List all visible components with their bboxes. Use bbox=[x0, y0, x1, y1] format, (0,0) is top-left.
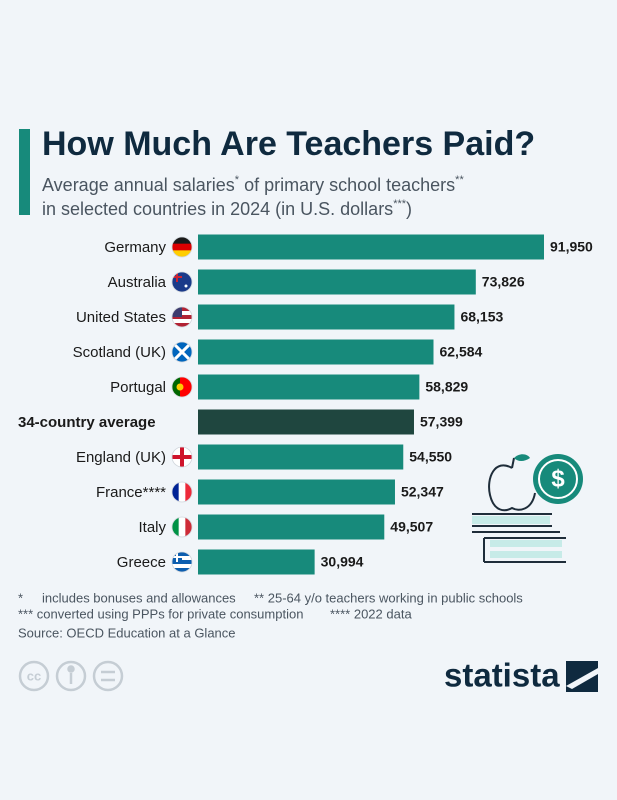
subtitle-text: Average annual salaries bbox=[42, 175, 235, 195]
value-label: 30,994 bbox=[321, 554, 364, 570]
footnote: ** 25-64 y/o teachers working in public … bbox=[254, 590, 523, 605]
flag-part bbox=[185, 482, 192, 502]
value-label: 91,950 bbox=[550, 239, 593, 255]
flag-outline bbox=[171, 236, 193, 258]
subtitle-text: ) bbox=[406, 199, 412, 219]
bar bbox=[198, 339, 434, 365]
flag-part bbox=[184, 377, 189, 397]
flag-part bbox=[172, 307, 182, 317]
bar bbox=[198, 234, 544, 260]
flag-part bbox=[172, 447, 192, 467]
license-icons bbox=[18, 660, 124, 692]
flag-part bbox=[172, 315, 192, 320]
bar bbox=[198, 549, 315, 575]
category-label: Greece bbox=[117, 554, 166, 571]
flag-part bbox=[184, 284, 188, 288]
category-label: Portugal bbox=[110, 379, 166, 396]
flag-outline bbox=[171, 306, 193, 328]
illustration bbox=[472, 454, 583, 563]
flag-part bbox=[172, 482, 180, 502]
flag-outline bbox=[171, 481, 193, 503]
flag-part bbox=[172, 564, 192, 569]
subtitle-footnote-mark: ** bbox=[455, 174, 464, 186]
flag-part bbox=[176, 383, 184, 391]
value-label: 49,507 bbox=[390, 519, 433, 535]
bar bbox=[198, 269, 476, 295]
flag bbox=[172, 272, 192, 292]
footnote: includes bonuses and allowances bbox=[42, 590, 236, 605]
subtitle-footnote-mark: *** bbox=[393, 198, 407, 210]
value-label: 68,153 bbox=[460, 309, 503, 325]
source: Source: OECD Education at a Glance bbox=[18, 625, 236, 640]
flag-part bbox=[172, 517, 180, 537]
brand-logo bbox=[566, 661, 598, 692]
flag-part bbox=[178, 517, 186, 537]
category-label: France**** bbox=[96, 484, 166, 501]
value-label: 58,829 bbox=[425, 379, 468, 395]
bar bbox=[198, 479, 395, 505]
subtitle-footnote-mark: * bbox=[235, 174, 240, 186]
flag-part bbox=[172, 560, 192, 565]
flag-part bbox=[172, 377, 177, 397]
flag-part bbox=[178, 482, 186, 502]
flag-part bbox=[172, 568, 192, 572]
footnote: * bbox=[18, 590, 23, 605]
flag bbox=[172, 237, 192, 257]
flag bbox=[172, 342, 192, 362]
bar bbox=[198, 444, 404, 470]
flag bbox=[172, 447, 192, 467]
flag-outline bbox=[171, 446, 193, 468]
accent-bar bbox=[19, 129, 30, 215]
category-label: Italy bbox=[138, 519, 166, 536]
brand-name: statista bbox=[444, 657, 560, 694]
subtitle: in selected countries in 2024 (in U.S. d… bbox=[42, 198, 412, 219]
value-label: 73,826 bbox=[482, 274, 525, 290]
subtitle: Average annual salaries* of primary scho… bbox=[42, 174, 464, 195]
flag bbox=[172, 377, 192, 397]
category-label: Germany bbox=[104, 239, 166, 256]
subtitle-text: of primary school teachers bbox=[239, 175, 455, 195]
category-label: Australia bbox=[108, 274, 167, 291]
flag-part bbox=[172, 319, 192, 324]
flag-outline bbox=[171, 341, 193, 363]
flag bbox=[172, 517, 192, 537]
value-label: 54,550 bbox=[409, 449, 452, 465]
value-label: 62,584 bbox=[439, 344, 482, 360]
flag bbox=[172, 482, 192, 502]
category-label: 34-country average bbox=[18, 414, 156, 431]
footnote: *** converted using PPPs for private con… bbox=[18, 606, 303, 621]
category-label: Scotland (UK) bbox=[73, 344, 166, 361]
flag-outline bbox=[171, 271, 193, 293]
category-label: England (UK) bbox=[76, 449, 166, 466]
chart-title: How Much Are Teachers Paid? bbox=[42, 125, 535, 163]
flag-outline bbox=[171, 551, 193, 573]
flag-part bbox=[172, 250, 192, 257]
subtitle-text: in selected countries in 2024 (in U.S. d… bbox=[42, 199, 393, 219]
flag-part bbox=[185, 517, 192, 537]
bar bbox=[198, 514, 385, 540]
flag bbox=[172, 307, 192, 327]
flag-outline bbox=[171, 376, 193, 398]
license-label: cc bbox=[27, 668, 41, 683]
flag-part bbox=[188, 377, 192, 397]
dollar-icon: $ bbox=[551, 465, 565, 492]
category-label: United States bbox=[76, 309, 166, 326]
flag-part bbox=[172, 323, 192, 327]
bar bbox=[198, 409, 414, 435]
value-label: 52,347 bbox=[401, 484, 444, 500]
flag-part bbox=[172, 237, 192, 245]
flag-part bbox=[172, 342, 192, 362]
bar bbox=[198, 374, 420, 400]
bar bbox=[198, 304, 455, 330]
value-label: 57,399 bbox=[420, 414, 463, 430]
footnote: **** 2022 data bbox=[330, 606, 412, 621]
flag-part bbox=[172, 243, 192, 251]
flag-outline bbox=[171, 516, 193, 538]
